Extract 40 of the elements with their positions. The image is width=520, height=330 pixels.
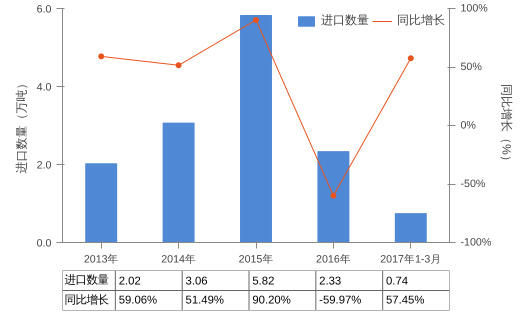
y-tick-label: 6.0 (36, 4, 52, 16)
text: 同比增长 (64, 294, 109, 306)
bar (85, 163, 118, 242)
x-tick-label: 2015年 (238, 254, 274, 266)
x-tick-label: 2014年 (161, 254, 196, 266)
bar (317, 151, 350, 242)
data-label: 51.49% (186, 294, 224, 306)
y2-tick-label: 0% (460, 120, 476, 132)
data-label: 3.06 (186, 276, 208, 288)
point (408, 55, 414, 62)
data-label: 57.45% (386, 294, 424, 306)
point (98, 53, 104, 60)
data-label: 5.82 (252, 276, 274, 288)
y2-tick-label: -100% (460, 236, 492, 248)
point (253, 16, 259, 23)
x-tick-label: 2017年1-3月 (380, 254, 442, 266)
data-label: 59.06% (118, 294, 158, 306)
y-axis-title: 进口数量（万吨） (14, 78, 29, 174)
y2-tick-label: -50% (460, 178, 486, 190)
data-label: -59.97% (319, 294, 362, 306)
y-tick-label: 4.0 (36, 82, 52, 94)
data-label: 2.02 (118, 276, 141, 288)
legend-label: 进口数量 (321, 12, 369, 29)
text: 进口数量 (64, 274, 109, 286)
data-label: 0.74 (386, 276, 408, 288)
point (176, 62, 182, 68)
y2-tick-label: 50% (460, 61, 482, 73)
bar (240, 15, 272, 242)
data-label: 90.20% (252, 294, 291, 306)
y-tick-label: 2.0 (36, 160, 52, 172)
point (330, 192, 336, 199)
x-tick-label: 2013年 (84, 254, 119, 266)
x-tick-label: 2016年 (316, 254, 351, 266)
bar (162, 122, 195, 242)
y2-axis-title: 同比增长（%） (499, 84, 514, 167)
y-tick-label: 0.0 (36, 238, 52, 250)
y2-tick-label: 100% (460, 2, 488, 14)
legend-label: 同比增长 (397, 12, 445, 29)
bar (394, 213, 427, 242)
data-label: 2.33 (319, 276, 342, 288)
